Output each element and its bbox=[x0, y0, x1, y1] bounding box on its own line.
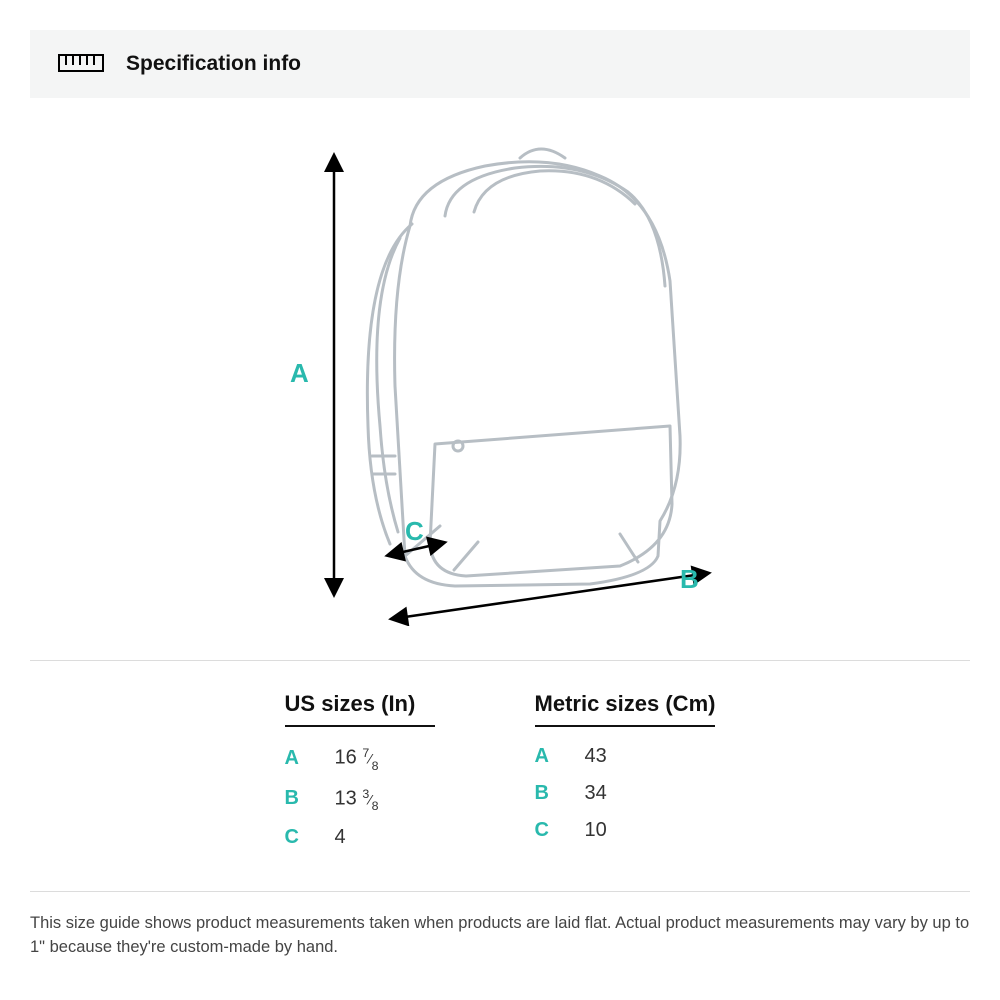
size-value: 10 bbox=[585, 819, 607, 842]
dimension-label-b: B bbox=[680, 564, 699, 595]
metric-size-table: Metric sizes (Cm) A 43 B 34 C 10 bbox=[535, 691, 716, 863]
size-key: A bbox=[535, 745, 555, 768]
size-key: B bbox=[285, 787, 305, 810]
size-row: A 43 bbox=[535, 745, 716, 768]
us-size-title: US sizes (In) bbox=[285, 691, 435, 727]
size-row: B 34 bbox=[535, 782, 716, 805]
size-value: 34 bbox=[585, 782, 607, 805]
size-tables: US sizes (In) A16 7⁄8B13 3⁄8C4 Metric si… bbox=[30, 660, 970, 892]
metric-size-title: Metric sizes (Cm) bbox=[535, 691, 716, 727]
ruler-icon bbox=[58, 54, 104, 74]
size-value: 16 7⁄8 bbox=[335, 745, 379, 772]
size-key: C bbox=[285, 826, 305, 849]
size-value: 4 bbox=[335, 826, 346, 849]
size-key: B bbox=[535, 782, 555, 805]
size-row: C4 bbox=[285, 826, 435, 849]
dimension-label-a: A bbox=[290, 358, 309, 389]
size-row: C 10 bbox=[535, 819, 716, 842]
size-key: C bbox=[535, 819, 555, 842]
size-row: A 16 7⁄8 bbox=[285, 745, 435, 772]
size-row: B 13 3⁄8 bbox=[285, 786, 435, 813]
dimension-label-c: C bbox=[405, 516, 424, 547]
size-guide-footnote: This size guide shows product measuremen… bbox=[30, 892, 970, 960]
size-key: A bbox=[285, 747, 305, 770]
spec-header-title: Specification info bbox=[126, 52, 301, 76]
spec-header: Specification info bbox=[30, 30, 970, 98]
us-size-table: US sizes (In) A16 7⁄8B13 3⁄8C4 bbox=[285, 691, 435, 863]
diagram-area: A B C bbox=[30, 98, 970, 660]
backpack-diagram: A B C bbox=[240, 126, 760, 626]
size-value: 13 3⁄8 bbox=[335, 786, 379, 813]
size-value: 43 bbox=[585, 745, 607, 768]
